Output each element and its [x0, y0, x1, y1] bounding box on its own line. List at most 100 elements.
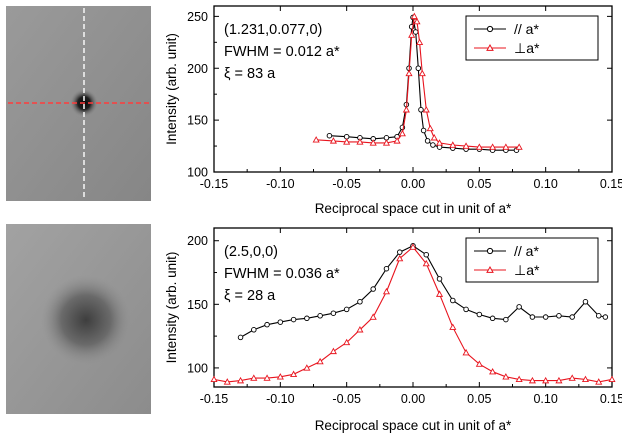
data-point-perpendicular	[449, 141, 457, 148]
x-axis-label: Reciprocal space cut in unit of a*	[315, 418, 512, 433]
x-tick-label: 0.05	[467, 392, 491, 406]
data-point-perpendicular	[595, 378, 603, 385]
data-point-perpendicular	[542, 376, 550, 384]
legend-marker-triangle	[486, 265, 494, 273]
data-point-perpendicular	[462, 348, 470, 356]
data-point-perpendicular	[369, 313, 377, 320]
data-point-parallel	[529, 314, 536, 320]
data-point-parallel	[430, 142, 436, 148]
data-point-parallel	[503, 316, 509, 323]
data-point-perpendicular	[316, 357, 324, 365]
data-point-perpendicular	[393, 137, 401, 144]
data-point-perpendicular	[396, 254, 404, 262]
data-point-perpendicular	[343, 138, 351, 145]
data-point-parallel	[330, 310, 337, 316]
data-point-perpendicular	[343, 338, 351, 346]
legend-box	[465, 15, 599, 61]
diffraction-image-sharp	[6, 6, 151, 201]
y-tick-label: 150	[187, 114, 208, 128]
annotation: FWHM = 0.036 a*	[224, 266, 340, 282]
data-point-perpendicular	[608, 375, 616, 383]
data-point-perpendicular	[236, 376, 245, 384]
data-point-parallel	[290, 316, 297, 323]
data-point-parallel	[264, 321, 270, 328]
annotation: ξ = 83 a	[224, 66, 276, 82]
data-point-parallel	[556, 313, 562, 319]
data-point-perpendicular	[422, 106, 430, 113]
y-tick-label: 100	[187, 361, 208, 375]
x-tick-label: 0.15	[600, 392, 622, 406]
data-point-perpendicular	[515, 143, 523, 150]
data-point-perpendicular	[489, 143, 497, 150]
data-point-perpendicular	[356, 326, 364, 333]
y-tick-label: 200	[187, 234, 208, 248]
data-point-parallel	[424, 138, 431, 144]
x-tick-label: -0.15	[200, 177, 229, 191]
y-tick-label: 150	[187, 298, 208, 312]
data-point-perpendicular	[402, 106, 410, 113]
y-tick-label: 200	[187, 62, 208, 76]
data-point-perpendicular	[409, 243, 417, 250]
diffraction-image-diffuse	[6, 224, 151, 414]
legend-label: ⊥a*	[514, 262, 540, 278]
x-tick-label: -0.10	[266, 392, 295, 406]
data-point-parallel	[304, 315, 310, 322]
data-point-parallel	[418, 106, 424, 113]
data-point-perpendicular	[413, 17, 421, 25]
data-point-perpendicular	[435, 290, 444, 297]
annotation: (2.5,0,0)	[224, 244, 278, 260]
x-tick-label: -0.05	[332, 392, 361, 406]
data-point-perpendicular	[475, 360, 483, 367]
data-point-parallel	[251, 327, 257, 333]
data-point-parallel	[569, 314, 575, 320]
data-point-perpendicular	[369, 139, 377, 146]
data-point-perpendicular	[382, 287, 391, 295]
annotation: FWHM = 0.012 a*	[224, 44, 340, 60]
y-axis-label: Intensity (arb. unit)	[164, 252, 179, 364]
data-point-perpendicular	[528, 376, 536, 384]
data-point-perpendicular	[462, 142, 470, 149]
data-point-parallel	[489, 315, 496, 322]
data-point-perpendicular	[263, 374, 271, 381]
legend-box	[465, 237, 599, 283]
data-point-perpendicular	[303, 364, 311, 371]
x-axis-label: Reciprocal space cut in unit of a*	[315, 201, 512, 216]
data-point-perpendicular	[475, 143, 483, 150]
y-tick-label: 250	[187, 10, 208, 24]
plot-bottom: -0.15 -0.10 -0.05 0.00 0.05 0.10 0.15 100 150 200…	[164, 227, 622, 433]
data-point-parallel	[582, 299, 589, 305]
data-point-perpendicular	[418, 69, 426, 77]
x-tick-label: 0.05	[467, 177, 491, 191]
y-axis-label: Intensity (arb. unit)	[164, 33, 179, 145]
data-point-parallel	[317, 313, 323, 319]
legend-label: // a*	[514, 243, 539, 259]
data-point-parallel	[343, 306, 350, 313]
data-point-perpendicular	[276, 373, 284, 380]
data-point-parallel	[396, 249, 403, 255]
data-point-parallel	[463, 306, 469, 313]
data-point-perpendicular	[250, 374, 258, 381]
data-point-parallel	[237, 334, 244, 341]
x-tick-label: -0.05	[332, 177, 361, 191]
data-point-parallel	[450, 297, 456, 304]
data-point-parallel	[326, 132, 333, 139]
data-point-perpendicular	[502, 373, 510, 380]
data-point-parallel	[602, 314, 609, 320]
x-tick-label: -0.15	[200, 392, 229, 406]
data-point-perpendicular	[398, 129, 406, 137]
data-point-perpendicular	[515, 375, 523, 383]
data-point-perpendicular	[426, 124, 434, 132]
data-point-parallel	[542, 314, 549, 320]
data-point-perpendicular	[290, 370, 298, 377]
data-point-parallel	[420, 127, 427, 134]
x-tick-label: 0.10	[533, 392, 557, 406]
data-point-parallel	[412, 29, 419, 35]
data-point-perpendicular	[329, 137, 337, 144]
data-point-perpendicular	[408, 31, 416, 38]
legend-marker-circle	[486, 25, 494, 33]
x-tick-label: 0.00	[401, 392, 425, 406]
data-point-parallel	[516, 304, 522, 310]
x-tick-label: -0.10	[266, 177, 295, 191]
legend-label: // a*	[514, 21, 539, 37]
data-point-perpendicular	[581, 375, 590, 383]
